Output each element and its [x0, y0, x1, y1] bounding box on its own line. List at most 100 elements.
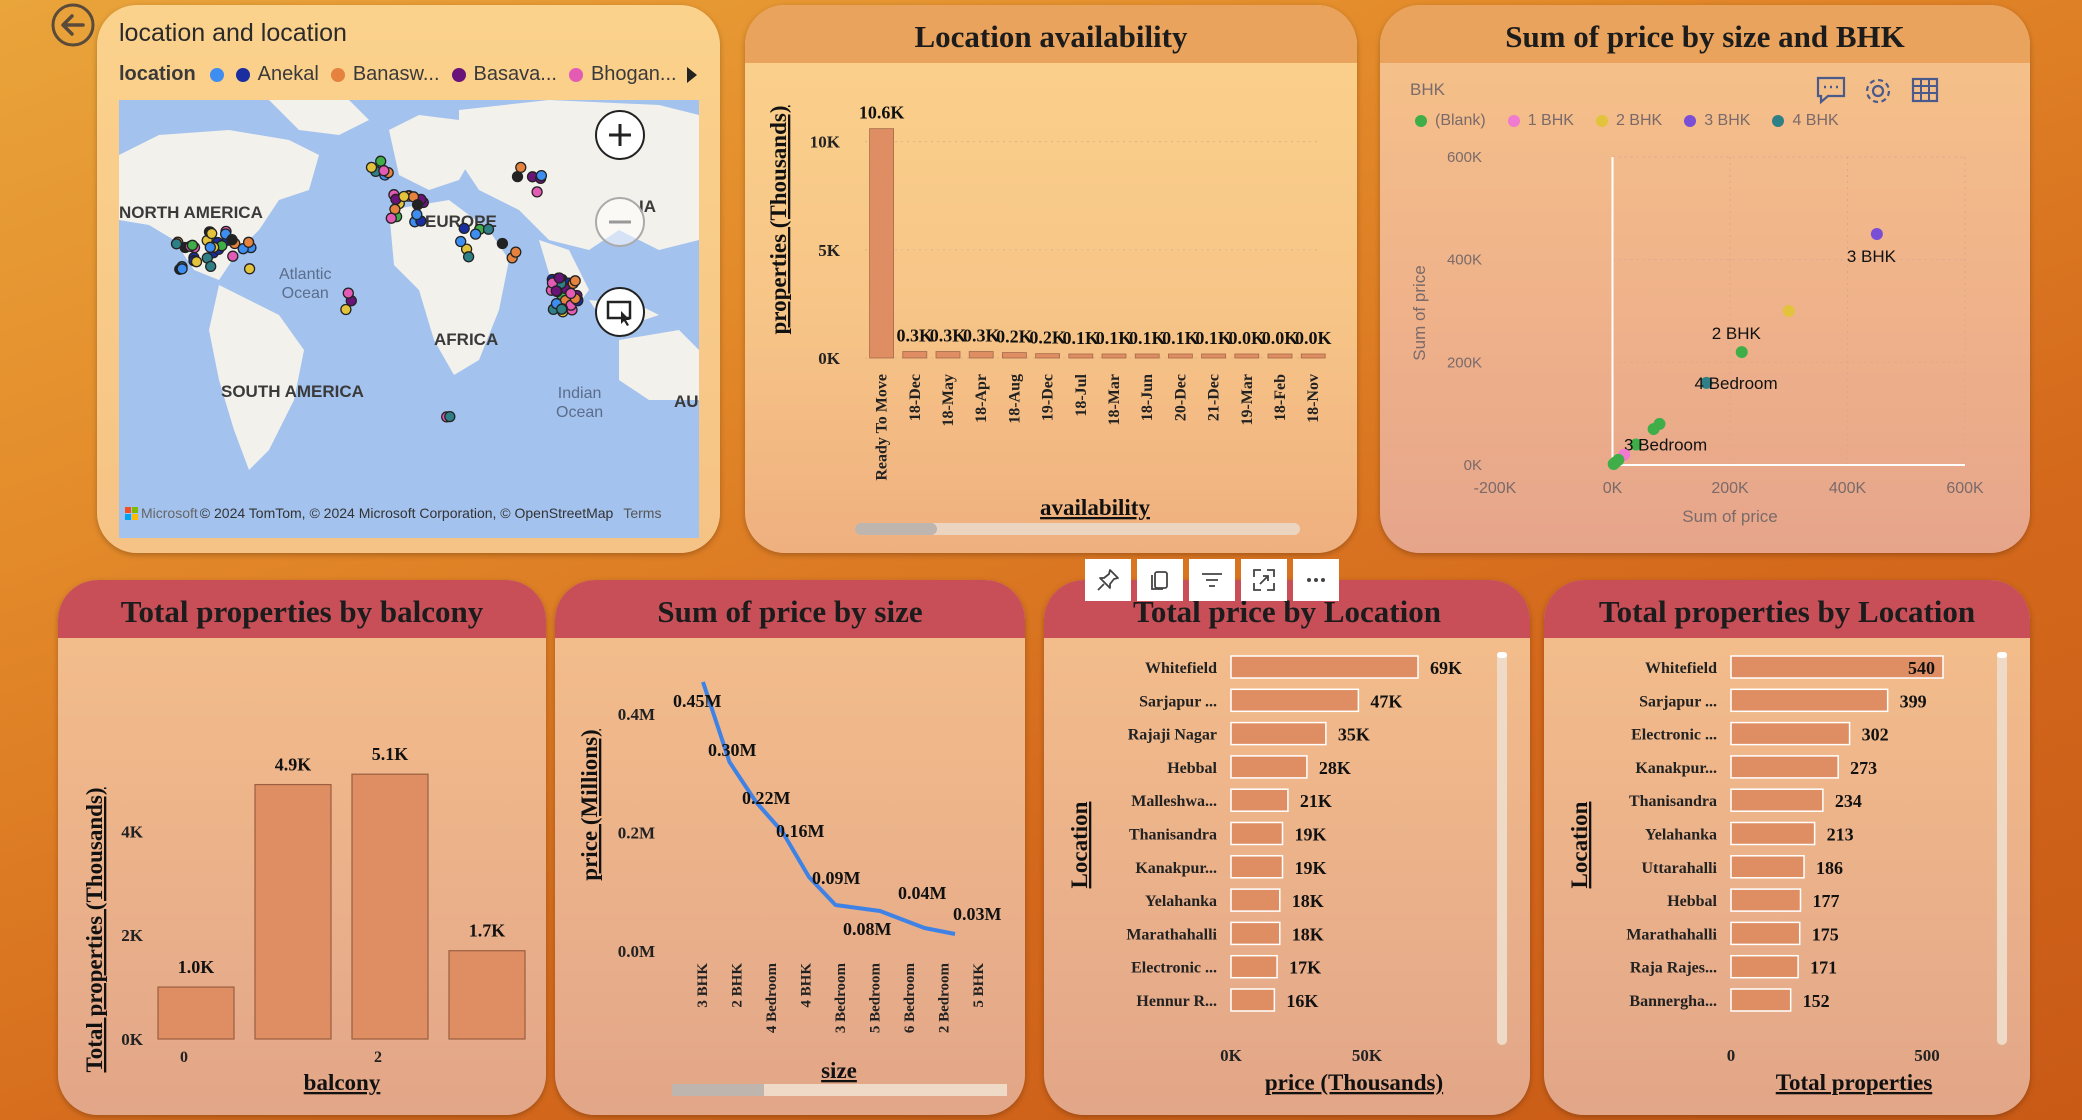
- h-scrollbar[interactable]: [672, 1084, 1007, 1096]
- size-chart[interactable]: 0.0M 0.2M 0.4M 0.45M 0.30M 0.22M 0.16M 0.09M 0.0…: [555, 580, 1025, 1115]
- availability-chart[interactable]: 0K 5K 10K 10.6K Ready To Move 0.3K 18-Dec 0.3K 1…: [745, 5, 1357, 553]
- more-options-button[interactable]: [1293, 559, 1339, 601]
- x-axis-title: availability: [1040, 495, 1150, 520]
- map-point: [190, 256, 203, 268]
- map-point: [455, 235, 467, 248]
- legend-item[interactable]: [209, 67, 224, 82]
- bar: [1230, 821, 1284, 846]
- bar: [1730, 954, 1799, 979]
- bar: [448, 950, 526, 1040]
- map-point: [385, 212, 397, 224]
- select-tool-button[interactable]: [595, 287, 645, 337]
- x-tick-label: 3 BHK: [695, 963, 711, 1008]
- data-label: 0.1K: [1129, 328, 1166, 348]
- map-point: [411, 199, 424, 211]
- bar: [1230, 988, 1276, 1012]
- focus-mode-icon: [1253, 569, 1275, 591]
- scatter-legend-title: BHK: [1410, 80, 1445, 99]
- x-tick-label: 18-May: [940, 374, 957, 426]
- scroll-thumb[interactable]: [855, 523, 937, 535]
- map-point: [206, 227, 218, 240]
- data-label: 47K: [1370, 691, 1402, 711]
- map-point: [462, 251, 475, 263]
- data-label: 0.1K: [1195, 328, 1232, 348]
- y-tick-label: 2K: [121, 926, 144, 945]
- map-point: [378, 165, 390, 177]
- map-point: [482, 223, 495, 235]
- pin-button[interactable]: [1085, 559, 1131, 601]
- y-tick-label: Yelahanka: [1645, 827, 1717, 844]
- data-label: 175: [1812, 924, 1839, 944]
- scroll-thumb[interactable]: [1997, 652, 2007, 658]
- x-axis-title: balcony: [304, 1070, 381, 1095]
- x-tick-label: 18-Jun: [1139, 374, 1156, 421]
- y-tick-label: Electronic ...: [1631, 727, 1717, 744]
- legend-item[interactable]: 4 BHK: [1772, 112, 1839, 130]
- focus-mode-button[interactable]: [1241, 559, 1287, 601]
- map-label-atlantic: Atlantic Ocean: [279, 265, 331, 303]
- filter-button[interactable]: [1189, 559, 1235, 601]
- comment-button[interactable]: [1815, 75, 1847, 110]
- legend-next-icon[interactable]: [686, 66, 697, 83]
- data-label: 10.6K: [859, 103, 905, 123]
- legend-item[interactable]: Bhogan...: [568, 63, 677, 86]
- data-label: 21K: [1300, 791, 1332, 811]
- map-label-australia: AU: [674, 392, 699, 411]
- table-view-button[interactable]: [1910, 75, 1940, 110]
- data-label: 0.0K: [1295, 328, 1332, 348]
- properties-location-chart[interactable]: Whitefield 540 Sarjapur ... 399 Electronic .…: [1544, 580, 2030, 1115]
- map-point: [398, 190, 410, 203]
- scroll-thumb[interactable]: [1497, 652, 1507, 658]
- scatter-point: [1735, 346, 1748, 359]
- copy-button[interactable]: [1137, 559, 1183, 601]
- data-label: 0.08M: [843, 919, 892, 939]
- y-tick-label: 400K: [1447, 252, 1482, 269]
- y-axis-title: Total properties (Thousands): [82, 787, 107, 1072]
- v-scrollbar[interactable]: [1997, 652, 2007, 1045]
- map-points[interactable]: [119, 100, 699, 538]
- legend-item[interactable]: Anekal: [235, 63, 319, 86]
- data-label: 302: [1862, 725, 1889, 745]
- point-label: 3 BHK: [1847, 247, 1897, 266]
- legend-label: 1 BHK: [1527, 112, 1574, 129]
- zoom-out-button[interactable]: [595, 197, 645, 247]
- terms-link[interactable]: Terms: [623, 505, 662, 521]
- map-point: [511, 170, 524, 183]
- h-scrollbar[interactable]: [855, 523, 1300, 535]
- legend-item[interactable]: Banasw...: [330, 63, 440, 86]
- scatter-chart[interactable]: 0K 200K 400K 600K -200K 0K 200K 400K 600K 3 BHK 2 …: [1380, 5, 2030, 553]
- legend-item[interactable]: 1 BHK: [1507, 112, 1574, 130]
- bar: [1730, 821, 1816, 846]
- zoom-in-button[interactable]: [595, 110, 645, 160]
- back-button[interactable]: [50, 2, 96, 48]
- map-point: [205, 260, 217, 273]
- bar: [1230, 721, 1327, 746]
- data-label: 213: [1827, 825, 1854, 845]
- legend-item[interactable]: (Blank): [1415, 112, 1486, 130]
- y-tick-label: 0K: [1464, 457, 1482, 474]
- y-axis-title: Location: [1067, 801, 1092, 888]
- card-header: [58, 580, 546, 638]
- legend-dot: [1507, 115, 1520, 127]
- data-label: 399: [1900, 691, 1927, 711]
- y-tick-label: Marathahalli: [1126, 926, 1217, 943]
- settings-button[interactable]: [1862, 75, 1894, 112]
- x-tick-label: 2: [374, 1049, 382, 1066]
- map-area[interactable]: NORTH AMERICA EUROPE IA Atlantic Ocean AF…: [119, 100, 699, 538]
- size-card: Sum of price by size 0.0M 0.2M 0.4M 0.45M 0.…: [555, 580, 1025, 1115]
- data-label: 177: [1812, 891, 1839, 911]
- point-label: 3 Bedroom: [1624, 435, 1707, 454]
- y-tick-label: Electronic ...: [1131, 960, 1217, 977]
- map-label-atlantic-2: Ocean: [281, 285, 329, 302]
- v-scrollbar[interactable]: [1497, 652, 1507, 1045]
- legend-item[interactable]: 2 BHK: [1595, 112, 1662, 130]
- x-tick-label: -200K: [1474, 480, 1517, 497]
- scroll-thumb[interactable]: [672, 1084, 764, 1096]
- legend-item[interactable]: 3 BHK: [1684, 112, 1750, 130]
- map-point: [531, 186, 543, 198]
- map-label-south-america: SOUTH AMERICA: [221, 382, 364, 401]
- price-location-chart[interactable]: Whitefield 69K Sarjapur ... 47K Rajaji Nagar…: [1044, 580, 1530, 1115]
- legend-item[interactable]: Basava...: [451, 63, 557, 86]
- map-point: [510, 246, 522, 258]
